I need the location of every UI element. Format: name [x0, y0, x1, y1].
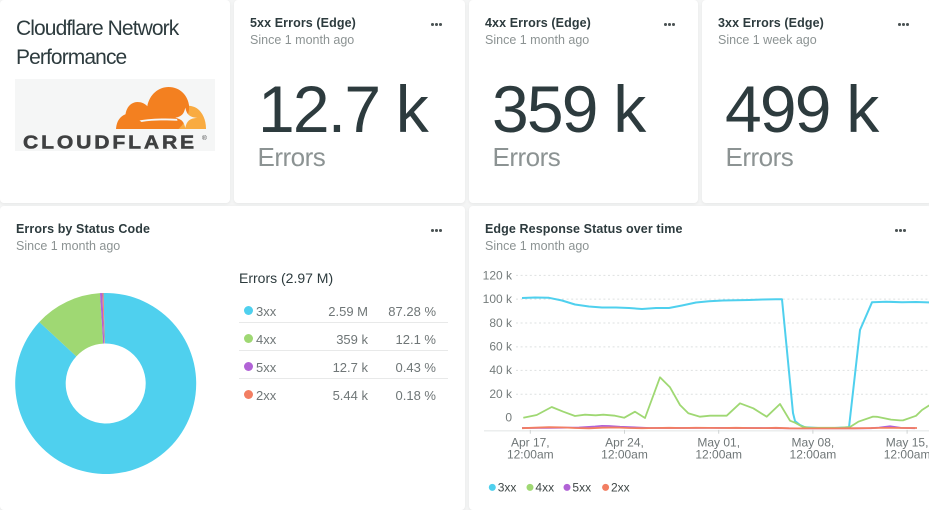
svg-text:100 k: 100 k [483, 292, 513, 306]
svg-text:12:00am: 12:00am [790, 448, 837, 462]
svg-text:5xx: 5xx [572, 480, 591, 494]
svg-text:12:00am: 12:00am [695, 448, 742, 462]
svg-text:May 08,: May 08, [792, 436, 835, 450]
svg-text:12:00am: 12:00am [507, 448, 554, 462]
svg-text:4xx: 4xx [535, 480, 554, 494]
svg-text:80 k: 80 k [489, 316, 513, 330]
svg-text:20 k: 20 k [489, 387, 513, 401]
svg-text:12:00am: 12:00am [884, 448, 929, 462]
svg-text:12:00am: 12:00am [601, 448, 648, 462]
svg-text:60 k: 60 k [489, 340, 513, 354]
svg-text:Apr 24,: Apr 24, [605, 436, 644, 450]
svg-text:3xx: 3xx [498, 480, 517, 494]
svg-text:®: ® [202, 134, 207, 142]
svg-text:40 k: 40 k [489, 363, 513, 377]
svg-text:2xx: 2xx [611, 480, 630, 494]
svg-text:May 01,: May 01, [697, 436, 740, 450]
svg-text:CLOUDFLARE: CLOUDFLARE [23, 132, 197, 152]
svg-text:120 k: 120 k [483, 268, 513, 282]
svg-text:Apr 17,: Apr 17, [511, 436, 550, 450]
svg-text:0: 0 [505, 411, 512, 425]
svg-text:May 15,: May 15, [886, 436, 929, 450]
